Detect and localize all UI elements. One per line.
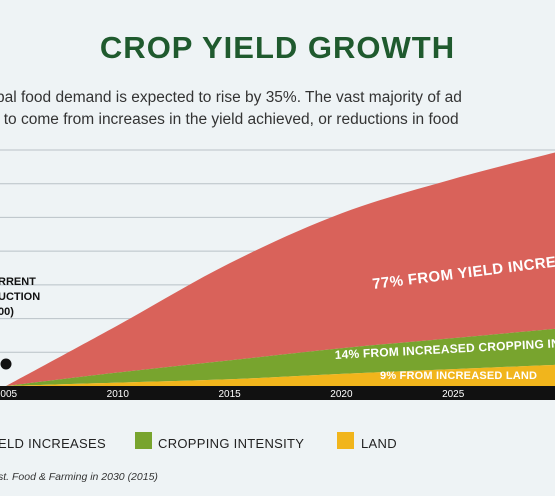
- x-tick-label: 2010: [107, 389, 130, 400]
- area-chart: 77% FROM YIELD INCREASES 14% FROM INCREA…: [0, 149, 555, 400]
- legend-land: LAND: [361, 436, 397, 451]
- subtitle-line-1: bal food demand is expected to rise by 3…: [0, 89, 462, 106]
- legend-swatch-land: [337, 432, 354, 449]
- area-series: [6, 152, 555, 386]
- legend-swatch-cropping: [135, 432, 152, 449]
- source-note: st. Food & Farming in 2030 (2015): [0, 471, 158, 483]
- subtitle-line-2: l to come from increases in the yield ac…: [0, 111, 459, 128]
- x-tick-label: 2015: [218, 389, 241, 400]
- current-label-3: 00): [0, 306, 14, 318]
- legend-cropping: CROPPING INTENSITY: [158, 436, 305, 451]
- area-yield-increases: [6, 152, 555, 386]
- current-production-point: [0, 358, 12, 370]
- chart-title: CROP YIELD GROWTH: [99, 30, 456, 65]
- x-tick-label: 2005: [0, 389, 18, 400]
- area-land: [6, 364, 555, 386]
- legend-yield: ELD INCREASES: [0, 436, 106, 451]
- annotation-land: 9% FROM INCREASED LAND: [380, 370, 537, 382]
- x-tick-labels: 2005 2010 2015 2020 2025: [0, 389, 465, 400]
- x-tick-label: 2025: [442, 389, 465, 400]
- x-tick-label: 2020: [330, 389, 353, 400]
- area-cropping-intensity: [6, 328, 555, 386]
- current-label-1: RRENT: [0, 276, 36, 288]
- current-label-2: UCTION: [0, 291, 40, 303]
- x-axis-bar: [0, 386, 555, 400]
